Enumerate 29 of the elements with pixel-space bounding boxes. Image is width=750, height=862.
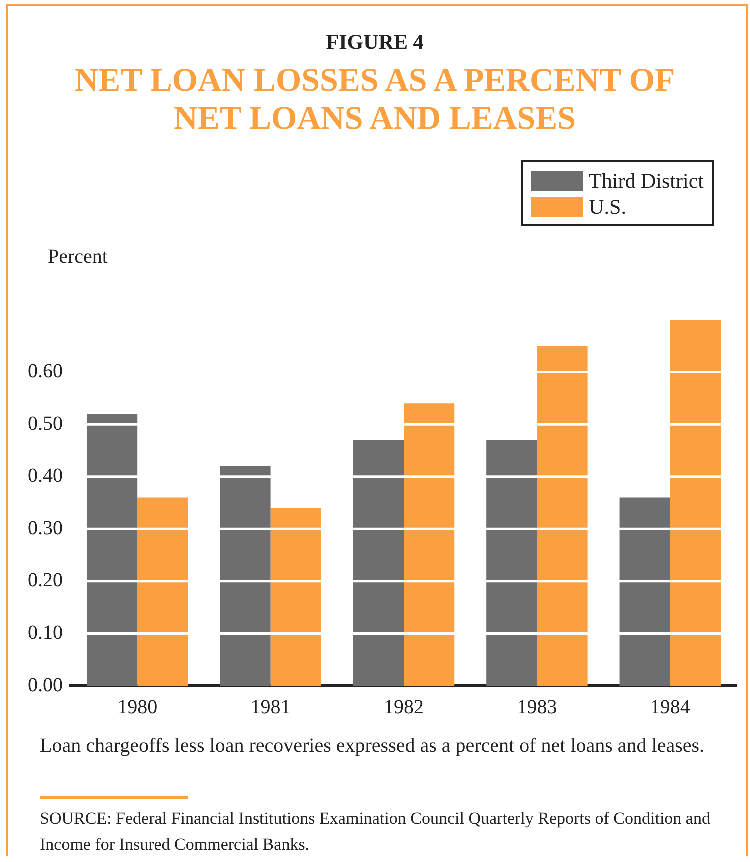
- bar: [404, 404, 455, 686]
- bar: [670, 320, 722, 686]
- y-axis-title: Percent: [48, 246, 108, 269]
- x-tick-label: 1982: [384, 696, 424, 718]
- source-note: SOURCE: Federal Financial Institutions Examination Council Quarterly Reports of Condition and Income for Insured Commercial Banks.: [40, 808, 712, 856]
- y-tick-label: 0.50: [28, 412, 63, 435]
- bar: [537, 346, 588, 686]
- bar: [86, 414, 138, 686]
- bar: [138, 498, 188, 686]
- y-tick-label: 0.20: [28, 570, 63, 592]
- bar: [270, 508, 322, 686]
- y-tick-label: 0.00: [28, 674, 63, 696]
- bar: [220, 466, 271, 686]
- y-tick-label: 0.40: [28, 465, 63, 488]
- x-tick-label: 1983: [517, 696, 558, 718]
- y-tick-label: 0.10: [28, 622, 63, 644]
- chart-title: FIGURE 4: [325, 30, 425, 55]
- legend-label: Third District: [589, 168, 704, 194]
- chart-subtitle: NET LOAN LOSSES AS A PERCENT OF NET LOANS AND LEASES: [74, 62, 676, 138]
- bar: [353, 440, 404, 686]
- x-tick-label: 1980: [118, 696, 158, 718]
- bar: [486, 440, 538, 686]
- y-tick-label: 0.30: [28, 517, 63, 540]
- x-tick-label: 1981: [250, 696, 291, 718]
- x-tick-label: 1984: [650, 696, 690, 718]
- legend-label: U.S.: [589, 194, 626, 220]
- text: Loan chargeoffs less loan recoveries expressed as a percent of net loans and leases.: [40, 734, 706, 759]
- bar: [620, 498, 670, 686]
- y-tick-label: 0.60: [28, 360, 63, 383]
